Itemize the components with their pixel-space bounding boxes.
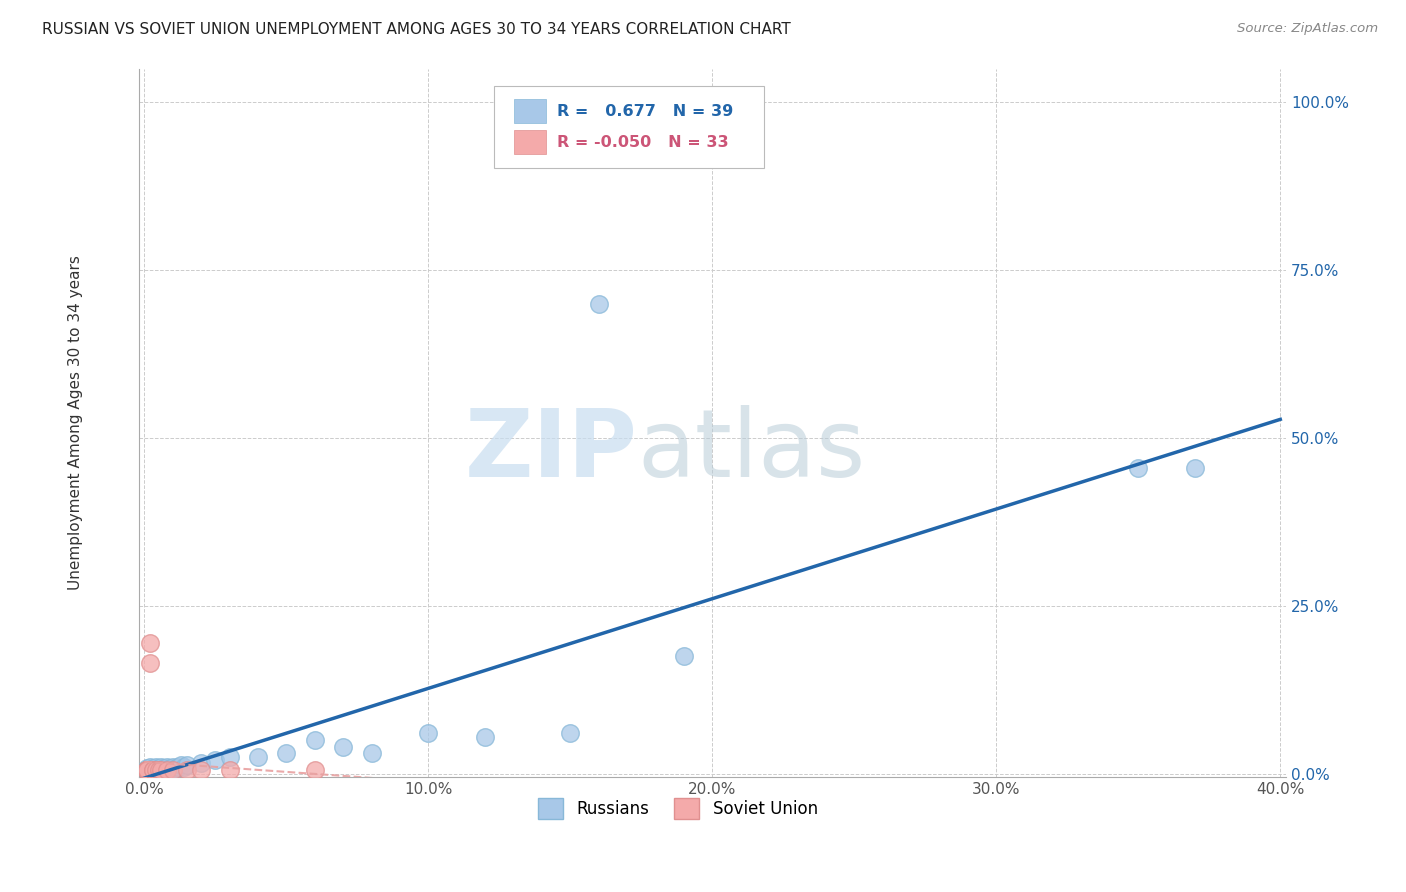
Point: [153, 761, 176, 775]
Point: [588, 296, 610, 310]
Point: [136, 763, 159, 777]
Point: [276, 747, 298, 761]
Point: [136, 763, 159, 777]
Point: [176, 758, 198, 772]
Point: [162, 763, 184, 777]
Point: [176, 763, 198, 777]
Text: RUSSIAN VS SOVIET UNION UNEMPLOYMENT AMONG AGES 30 TO 34 YEARS CORRELATION CHART: RUSSIAN VS SOVIET UNION UNEMPLOYMENT AMO…: [42, 22, 792, 37]
Point: [139, 763, 162, 777]
Point: [170, 758, 193, 772]
Point: [136, 763, 159, 777]
Point: [136, 763, 159, 777]
Point: [136, 763, 159, 777]
Point: [136, 763, 159, 777]
Point: [156, 763, 179, 777]
Point: [246, 749, 269, 764]
Point: [142, 763, 165, 777]
Point: [418, 726, 440, 740]
Point: [136, 763, 159, 777]
Point: [159, 761, 181, 775]
Point: [332, 739, 354, 754]
Point: [167, 760, 190, 774]
Point: [136, 761, 159, 775]
Point: [153, 763, 176, 777]
Text: ZIP: ZIP: [465, 405, 638, 497]
Point: [139, 656, 162, 670]
Point: [142, 763, 165, 777]
Point: [156, 760, 179, 774]
Point: [136, 763, 159, 777]
Point: [672, 648, 695, 663]
Point: [136, 763, 159, 777]
Point: [136, 763, 159, 777]
Point: [218, 763, 240, 777]
Point: [136, 763, 159, 777]
Point: [304, 733, 326, 747]
Point: [148, 761, 170, 775]
Text: Unemployment Among Ages 30 to 34 years: Unemployment Among Ages 30 to 34 years: [67, 255, 83, 591]
Text: R = -0.050   N = 33: R = -0.050 N = 33: [557, 135, 730, 150]
Point: [136, 763, 159, 777]
Point: [142, 761, 165, 775]
Text: R =   0.677   N = 39: R = 0.677 N = 39: [557, 103, 734, 119]
Point: [190, 763, 212, 777]
Point: [1184, 461, 1206, 475]
Point: [156, 763, 179, 777]
Point: [136, 763, 159, 777]
Point: [150, 763, 173, 777]
Point: [150, 763, 173, 777]
Point: [1128, 461, 1150, 475]
Point: [136, 763, 159, 777]
Point: [148, 763, 170, 777]
Point: [145, 763, 167, 777]
Point: [136, 763, 159, 777]
Point: [136, 763, 159, 777]
Point: [360, 747, 382, 761]
Point: [162, 763, 184, 777]
Point: [145, 763, 167, 777]
Text: atlas: atlas: [638, 405, 866, 497]
Point: [165, 761, 187, 775]
Point: [190, 756, 212, 771]
Point: [150, 760, 173, 774]
Point: [145, 760, 167, 774]
Point: [148, 763, 170, 777]
Point: [136, 763, 159, 777]
Point: [136, 763, 159, 777]
Point: [136, 763, 159, 777]
FancyBboxPatch shape: [495, 87, 763, 168]
Point: [204, 753, 226, 767]
Point: [218, 749, 240, 764]
FancyBboxPatch shape: [513, 130, 546, 154]
Point: [142, 763, 165, 777]
Legend: Russians, Soviet Union: Russians, Soviet Union: [531, 791, 824, 825]
Point: [136, 763, 159, 777]
Point: [162, 760, 184, 774]
Point: [474, 730, 496, 744]
Text: Source: ZipAtlas.com: Source: ZipAtlas.com: [1237, 22, 1378, 36]
Point: [173, 760, 195, 774]
Point: [139, 635, 162, 649]
FancyBboxPatch shape: [513, 99, 546, 123]
Point: [136, 763, 159, 777]
Point: [304, 763, 326, 777]
Point: [560, 726, 582, 740]
Point: [139, 760, 162, 774]
